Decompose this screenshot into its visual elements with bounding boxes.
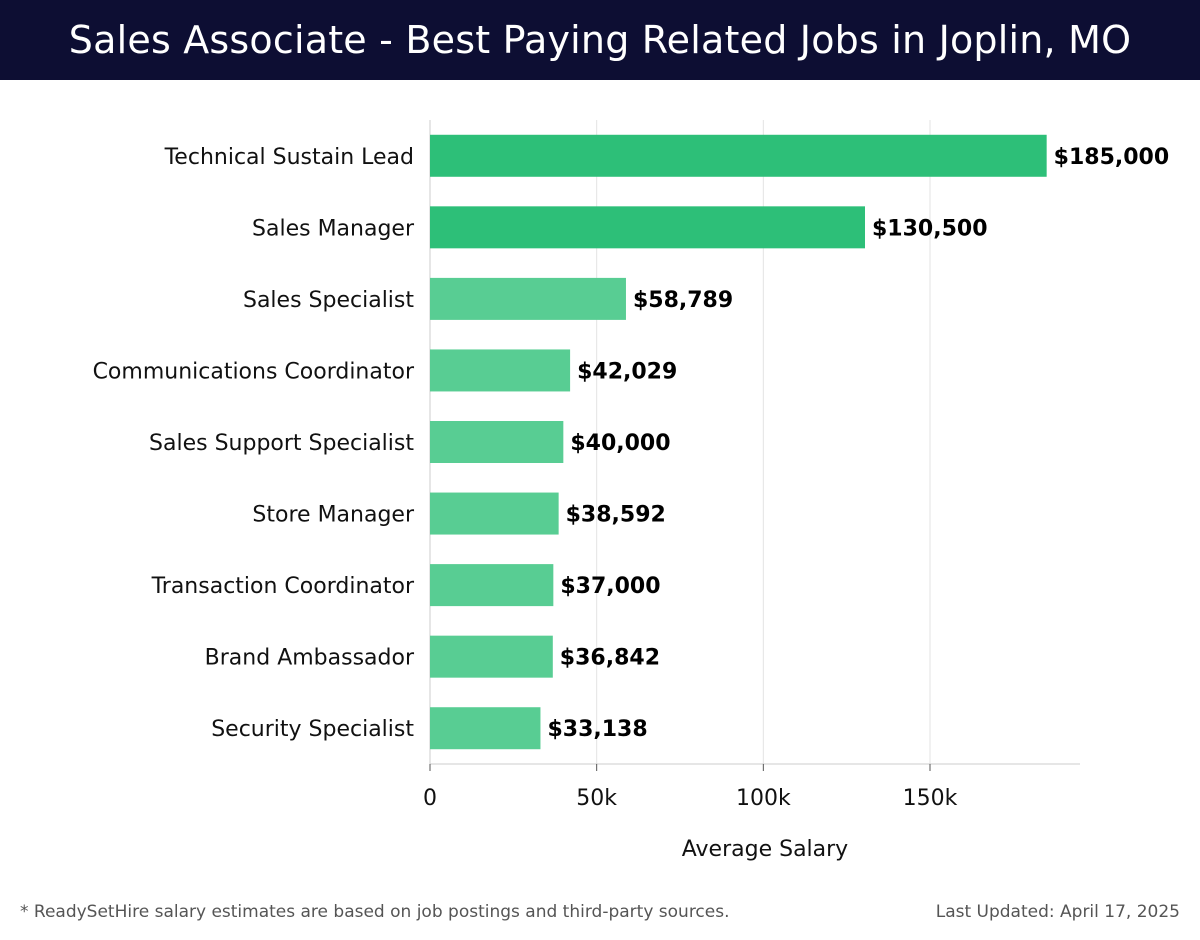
data-label: $36,842 [560,646,660,671]
category-label: Security Specialist [211,717,414,742]
last-updated: Last Updated: April 17, 2025 [935,902,1180,922]
data-label: $42,029 [577,359,677,384]
bar [430,635,553,678]
bar [430,349,571,392]
category-label: Sales Manager [252,216,415,241]
bar [430,421,564,463]
data-label: $130,500 [872,216,988,241]
bar [430,277,626,320]
data-label: $58,789 [633,288,733,313]
chart-footer: * ReadySetHire salary estimates are base… [0,898,1200,928]
category-label: Technical Sustain Lead [164,145,414,170]
x-tick-label: 150k [903,786,958,811]
chart-title: Sales Associate - Best Paying Related Jo… [68,18,1132,62]
data-label: $33,138 [547,717,647,742]
category-label: Store Manager [252,503,415,528]
data-label: $37,000 [560,574,660,599]
bar [430,492,559,535]
x-tick-label: 50k [576,786,617,811]
source-footnote: * ReadySetHire salary estimates are base… [20,902,730,922]
x-axis-label: Average Salary [682,837,848,862]
data-label: $40,000 [570,431,670,456]
x-tick-label: 0 [423,786,437,811]
bar [430,134,1047,177]
data-label: $38,592 [566,503,666,528]
category-label: Sales Support Specialist [149,431,414,456]
category-label: Sales Specialist [243,288,414,313]
category-label: Communications Coordinator [93,359,415,384]
bar [430,707,541,750]
data-label: $185,000 [1054,145,1170,170]
category-label: Transaction Coordinator [151,574,415,599]
bar [430,564,554,607]
bar [430,206,865,249]
chart-header: Sales Associate - Best Paying Related Jo… [0,0,1200,80]
category-label: Brand Ambassador [205,646,415,671]
x-tick-label: 100k [736,786,791,811]
